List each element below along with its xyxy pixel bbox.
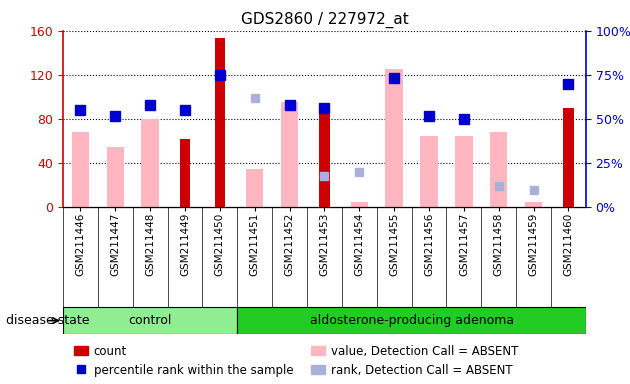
- Bar: [141, 119, 159, 207]
- Text: GSM211460: GSM211460: [563, 212, 573, 276]
- Text: GSM211448: GSM211448: [145, 212, 155, 276]
- Title: GDS2860 / 227972_at: GDS2860 / 227972_at: [241, 12, 408, 28]
- Bar: [106, 147, 124, 207]
- Text: GSM211456: GSM211456: [424, 212, 434, 276]
- Bar: [180, 139, 190, 207]
- Bar: [246, 169, 263, 207]
- Legend: count, percentile rank within the sample, value, Detection Call = ABSENT, rank, : count, percentile rank within the sample…: [69, 340, 523, 381]
- Bar: [319, 114, 329, 207]
- Bar: [350, 202, 368, 207]
- Bar: [490, 132, 508, 207]
- Bar: [281, 103, 299, 207]
- Bar: [215, 38, 225, 207]
- Text: control: control: [129, 314, 172, 327]
- Bar: [563, 108, 574, 207]
- Text: GSM211453: GSM211453: [319, 212, 329, 276]
- Text: GSM211459: GSM211459: [529, 212, 539, 276]
- Bar: [455, 136, 472, 207]
- Text: GSM211452: GSM211452: [285, 212, 295, 276]
- Text: GSM211455: GSM211455: [389, 212, 399, 276]
- Text: GSM211454: GSM211454: [354, 212, 364, 276]
- Text: GSM211458: GSM211458: [494, 212, 504, 276]
- Text: GSM211450: GSM211450: [215, 212, 225, 276]
- Text: GSM211451: GSM211451: [249, 212, 260, 276]
- Text: GSM211457: GSM211457: [459, 212, 469, 276]
- Bar: [525, 202, 542, 207]
- Bar: [72, 132, 89, 207]
- Text: disease state: disease state: [6, 314, 90, 327]
- Bar: [63, 307, 238, 334]
- Text: aldosterone-producing adenoma: aldosterone-producing adenoma: [309, 314, 513, 327]
- Text: GSM211446: GSM211446: [76, 212, 86, 276]
- Bar: [238, 307, 586, 334]
- Bar: [420, 136, 438, 207]
- Text: GSM211449: GSM211449: [180, 212, 190, 276]
- Bar: [386, 70, 403, 207]
- Text: GSM211447: GSM211447: [110, 212, 120, 276]
